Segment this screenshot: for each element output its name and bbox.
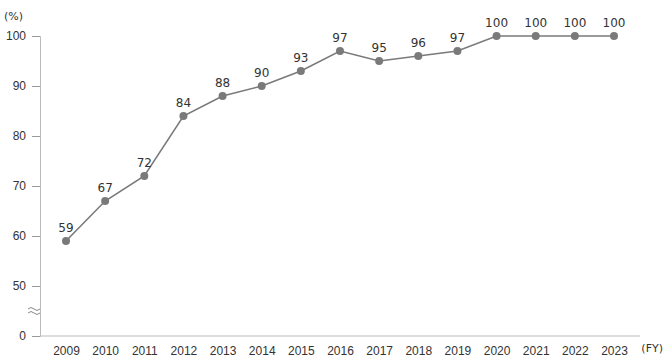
x-axis: 2009 2010 2011 2012 2013 2014 2015 2016 2017 2018…	[40, 336, 640, 358]
data-label: 96	[411, 36, 426, 50]
y-axis: 0 50 60 70 80 90 100	[6, 29, 41, 343]
x-tick: 2010	[92, 344, 119, 358]
y-tick: 50	[13, 279, 40, 293]
point	[297, 67, 305, 75]
point	[375, 57, 383, 65]
x-tick-label: 2023	[601, 344, 628, 358]
point	[414, 52, 422, 60]
y-tick: 0	[19, 329, 40, 343]
point	[610, 32, 618, 40]
x-tick-label: 2018	[405, 344, 432, 358]
y-tick-label: 100	[6, 29, 26, 43]
y-tick-label: 0	[19, 329, 26, 343]
x-tick-label: 2022	[562, 344, 589, 358]
data-label: 97	[450, 31, 465, 45]
x-tick: 2021	[523, 344, 550, 358]
y-tick-label: 80	[13, 129, 27, 143]
x-tick-label: 2014	[249, 344, 276, 358]
y-tick-label: 90	[13, 79, 27, 93]
point	[532, 32, 540, 40]
axis-break-mark	[28, 312, 40, 315]
y-tick: 60	[13, 229, 40, 243]
x-tick: 2018	[405, 344, 432, 358]
data-label: 90	[254, 66, 269, 80]
x-tick-label: 2016	[327, 344, 354, 358]
data-label: 100	[524, 16, 547, 30]
x-tick: 2015	[288, 344, 315, 358]
point	[179, 112, 187, 120]
x-tick-label: 2015	[288, 344, 315, 358]
data-labels: 59 67 72 84 88 90 93 97 95 96 97 100 100 100 100	[58, 16, 625, 235]
x-tick: 2019	[445, 344, 472, 358]
point	[493, 32, 501, 40]
y-axis-title: (%)	[4, 10, 23, 23]
point	[453, 47, 461, 55]
x-tick: 2012	[171, 344, 198, 358]
point	[258, 82, 266, 90]
x-tick-label: 2019	[445, 344, 472, 358]
data-label: 88	[215, 76, 230, 90]
point	[62, 237, 70, 245]
y-tick-label: 70	[13, 179, 27, 193]
chart: 0506070809010020092010201120122013201420…	[0, 0, 667, 360]
y-tick-label: 60	[13, 229, 27, 243]
point	[140, 172, 148, 180]
x-tick-label: 2021	[523, 344, 550, 358]
data-label: 100	[485, 16, 508, 30]
x-tick-label: 2020	[484, 344, 511, 358]
data-label: 84	[176, 96, 191, 110]
y-axis-line	[32, 37, 41, 337]
y-tick: 80	[13, 129, 40, 143]
x-tick: 2022	[562, 344, 589, 358]
x-tick-label: 2011	[132, 344, 158, 358]
x-tick: 2009	[53, 344, 80, 358]
data-label: 97	[332, 31, 347, 45]
data-label: 100	[603, 16, 626, 30]
y-tick-mark	[32, 186, 40, 187]
x-tick-label: 2010	[92, 344, 119, 358]
x-axis-title: (FY)	[641, 342, 663, 355]
x-tick: 2014	[249, 344, 276, 358]
axis-break	[28, 308, 40, 315]
point	[219, 92, 227, 100]
y-tick-label: 50	[13, 279, 27, 293]
x-tick: 2017	[366, 344, 393, 358]
y-tick-mark	[32, 136, 40, 137]
y-tick: 70	[13, 179, 40, 193]
data-label: 95	[372, 41, 387, 55]
line	[66, 36, 614, 241]
x-tick-label: 2013	[210, 344, 237, 358]
axis-break-mark	[28, 308, 40, 311]
data-label: 72	[137, 156, 152, 170]
plot-area	[62, 32, 618, 245]
x-tick: 2023	[601, 344, 628, 358]
data-label: 93	[293, 51, 308, 65]
y-tick-mark	[32, 236, 40, 237]
x-tick-label: 2017	[366, 344, 393, 358]
x-tick: 2016	[327, 344, 354, 358]
y-tick-mark	[32, 286, 40, 287]
point	[101, 197, 109, 205]
y-tick: 90	[13, 79, 40, 93]
x-tick-label: 2009	[53, 344, 80, 358]
y-tick: 100	[6, 29, 40, 43]
data-label: 100	[563, 16, 586, 30]
y-tick-mark	[32, 36, 40, 37]
x-tick-label: 2012	[171, 344, 198, 358]
x-tick: 2013	[210, 344, 237, 358]
point	[336, 47, 344, 55]
x-axis-line	[40, 336, 640, 337]
data-label: 67	[98, 181, 113, 195]
x-tick: 2020	[484, 344, 511, 358]
data-label: 59	[58, 221, 73, 235]
y-tick-mark	[32, 86, 40, 87]
x-tick: 2011	[132, 344, 158, 358]
y-tick-mark	[32, 336, 40, 337]
point	[571, 32, 579, 40]
